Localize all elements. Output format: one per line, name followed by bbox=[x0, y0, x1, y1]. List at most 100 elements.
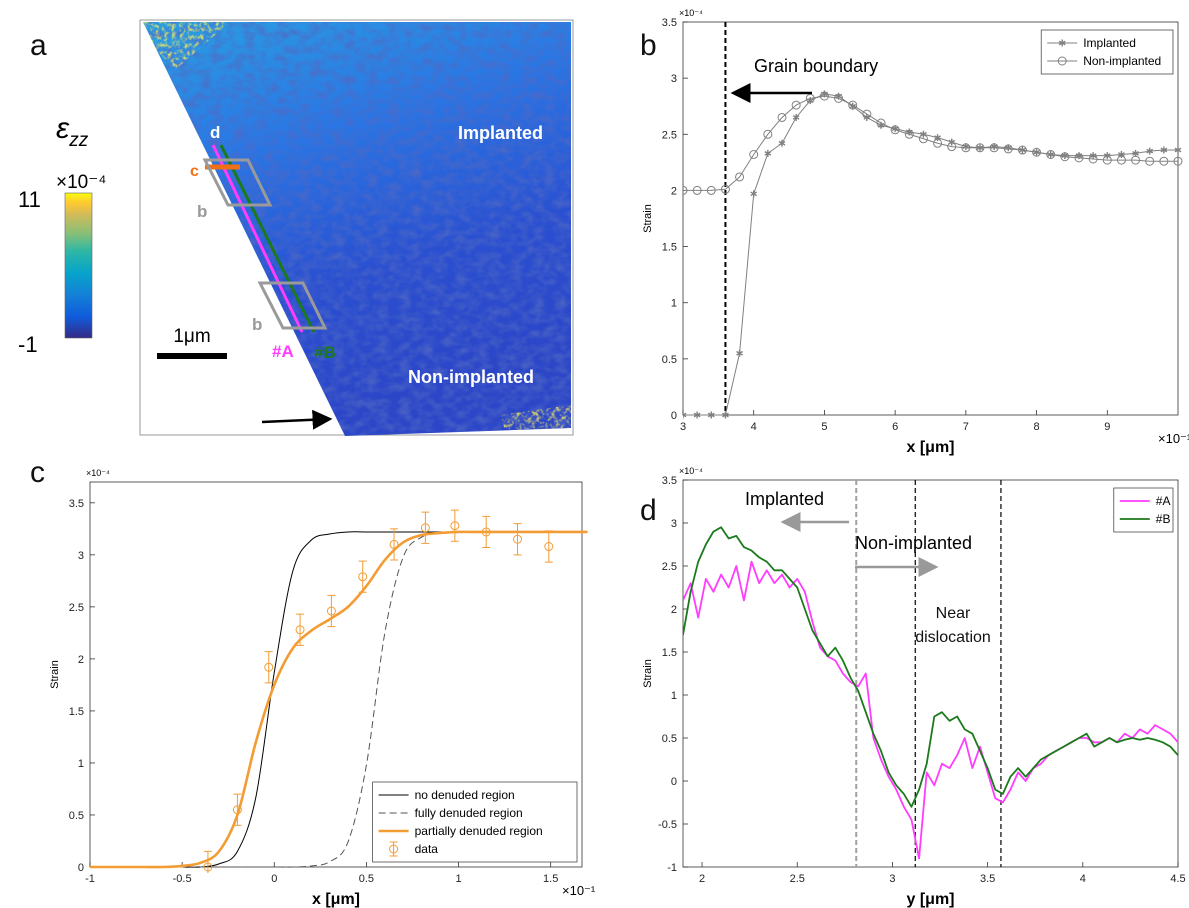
x-tick-label: 3 bbox=[680, 421, 686, 433]
data-point bbox=[326, 606, 336, 616]
x-tick-label: 2.5 bbox=[790, 873, 805, 885]
x-tick-label: 5 bbox=[821, 421, 827, 433]
colorbar-subscript: zz bbox=[68, 130, 89, 151]
legend-label: Implanted bbox=[1083, 36, 1136, 50]
data-point bbox=[481, 527, 491, 537]
x-tick-label: 3 bbox=[889, 873, 895, 885]
x-tick-label: 1 bbox=[455, 873, 461, 885]
legend: no denuded region fully denuded region par… bbox=[372, 781, 578, 863]
error-bar bbox=[203, 850, 212, 873]
data-point bbox=[1116, 155, 1126, 165]
data-point bbox=[778, 139, 786, 147]
data-point bbox=[232, 805, 242, 815]
data-point bbox=[693, 411, 701, 419]
legend-label: Non-implanted bbox=[1083, 54, 1161, 68]
data-point bbox=[389, 844, 399, 854]
data-point bbox=[933, 138, 943, 148]
data-point bbox=[750, 190, 758, 198]
data-point bbox=[849, 102, 857, 110]
box-label: b bbox=[197, 202, 207, 221]
error-bar bbox=[264, 651, 273, 684]
data-point bbox=[961, 143, 971, 153]
y-tick-label: 2.5 bbox=[662, 129, 677, 141]
x-axis-label: x [μm] bbox=[312, 891, 360, 908]
data-point bbox=[876, 118, 886, 128]
error-bar bbox=[390, 528, 399, 561]
y-tick-label: 3.5 bbox=[662, 17, 677, 29]
x-multiplier: ×10⁻¹ bbox=[1158, 431, 1189, 446]
error-bar bbox=[450, 509, 459, 542]
x-tick-label: 4 bbox=[1080, 873, 1086, 885]
y-tick-label: -0.5 bbox=[658, 819, 677, 831]
data-point bbox=[1060, 152, 1070, 162]
data-point bbox=[848, 100, 858, 110]
y-tick-label: 2.5 bbox=[69, 602, 84, 614]
y-tick-label: 0.5 bbox=[662, 354, 677, 366]
colorbar-max: 11 bbox=[18, 187, 41, 212]
annotation: Near dislocation bbox=[915, 605, 991, 646]
data-point bbox=[1057, 56, 1067, 66]
x-axis-label: y [μm] bbox=[906, 891, 954, 908]
legend-label: fully denuded region bbox=[415, 806, 523, 820]
annotation: Non-implanted bbox=[855, 533, 972, 553]
data-point bbox=[947, 142, 957, 152]
data-point bbox=[777, 112, 787, 122]
boundary-label: Grain boundary bbox=[160, 391, 287, 410]
line-label: c bbox=[190, 163, 199, 180]
data-point bbox=[203, 862, 213, 872]
data-point bbox=[834, 93, 844, 103]
colorbar-multiplier: ×10⁻⁴ bbox=[56, 172, 106, 193]
legend-label: data bbox=[415, 842, 439, 856]
data-point bbox=[706, 185, 716, 195]
legend-box bbox=[1040, 29, 1174, 75]
data-point bbox=[1058, 39, 1066, 47]
x-tick-label: 3.5 bbox=[980, 873, 995, 885]
y-tick-label: 2 bbox=[671, 185, 677, 197]
box-b bbox=[257, 281, 328, 330]
region-label: Implanted bbox=[458, 123, 543, 143]
y-tick-label: 3 bbox=[671, 73, 677, 85]
plot-content bbox=[683, 480, 1179, 867]
data-point bbox=[863, 113, 871, 121]
box-b bbox=[202, 158, 273, 207]
data-point bbox=[736, 349, 743, 357]
series-line bbox=[683, 526, 1179, 808]
panel-label: a bbox=[30, 29, 47, 62]
data-point bbox=[1159, 156, 1169, 166]
y-tick-label: 1 bbox=[671, 690, 677, 702]
x-tick-label: 7 bbox=[963, 421, 969, 433]
data-point bbox=[1146, 147, 1154, 155]
data-point bbox=[735, 172, 745, 182]
line-label: #A bbox=[272, 342, 294, 361]
colorbar bbox=[64, 192, 93, 339]
strain-texture bbox=[143, 22, 571, 436]
data-point bbox=[1089, 152, 1097, 160]
charts: b 3 4 5 6 7 8 9 0 0.5 1 1.5 2 2.5 3 3.5 x [μm] Strain ×10⁻… bbox=[30, 8, 1189, 908]
edge-speckle bbox=[500, 405, 571, 430]
colorbar-symbol: ε bbox=[56, 112, 70, 145]
legend-label: no denuded region bbox=[415, 788, 515, 802]
y-multiplier: ×10⁻⁴ bbox=[679, 8, 703, 18]
y-tick-label: 1.5 bbox=[662, 242, 677, 254]
data-point bbox=[450, 521, 460, 531]
data-point bbox=[707, 411, 715, 419]
series-line bbox=[90, 530, 588, 869]
data-point bbox=[264, 662, 274, 672]
data-point bbox=[1003, 144, 1013, 154]
data-point bbox=[513, 534, 523, 544]
panel-label: c bbox=[30, 456, 45, 489]
legend-label: partially denuded region bbox=[415, 824, 543, 838]
colorbar-title: εzz bbox=[56, 112, 89, 151]
data-point bbox=[1088, 154, 1098, 164]
line-label: d bbox=[210, 123, 220, 142]
x-tick-label: 9 bbox=[1104, 421, 1110, 433]
x-tick-label: 4 bbox=[751, 421, 757, 433]
edge-speckle bbox=[143, 22, 230, 70]
data-point bbox=[764, 149, 772, 157]
y-multiplier: ×10⁻⁴ bbox=[86, 468, 110, 478]
error-bar bbox=[544, 530, 553, 563]
data-point bbox=[975, 143, 985, 153]
line-a bbox=[211, 144, 304, 333]
